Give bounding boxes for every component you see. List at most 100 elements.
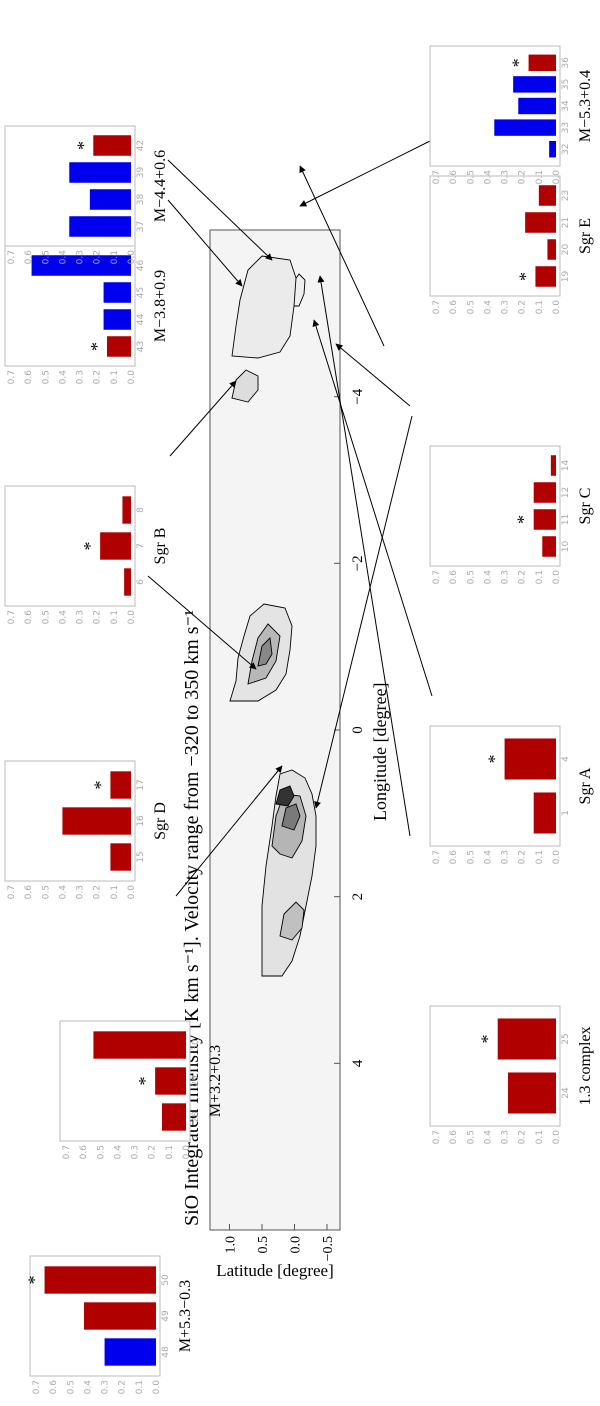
- map-xtick-label: 0: [350, 726, 366, 734]
- bar-category-label: 39: [136, 167, 146, 179]
- bar-ytick-label: 0.5: [466, 1130, 476, 1144]
- bar-category-label: 25: [561, 1033, 571, 1044]
- bar-panel: 0.0 0.1 0.2 0.3 0.4 0.5 0.6 0.7 48 49 50 * M+5.3−0.3: [25, 1255, 194, 1395]
- bar-ytick-label: 0.4: [83, 1380, 93, 1395]
- bar-ytick-label: 0.0: [182, 1145, 192, 1160]
- bar-ytick-label: 0.0: [152, 1380, 162, 1395]
- bar-panel-title: Sgr A: [577, 767, 594, 804]
- bar-category-label: 24: [561, 1087, 571, 1099]
- bar-ytick-label: 0.0: [552, 850, 562, 865]
- bar-ytick-label: 0.6: [24, 370, 34, 385]
- bar: [124, 568, 132, 596]
- bar-ytick-label: 0.6: [24, 885, 34, 900]
- bar-category-label: 7: [136, 543, 146, 549]
- bar-ytick-label: 0.3: [501, 170, 511, 184]
- bar-ytick-label: 0.4: [58, 250, 68, 265]
- bar-ytick-label: 0.7: [7, 250, 17, 264]
- bar-category-label: 19: [561, 271, 571, 283]
- bar-ytick-label: 0.3: [501, 850, 511, 864]
- bar-ytick-label: 0.4: [483, 850, 493, 865]
- arrow-sgrc: [317, 275, 411, 837]
- bar-ytick-label: 0.7: [432, 570, 442, 584]
- bar-ytick-label: 0.1: [110, 250, 120, 264]
- bar: [162, 1103, 186, 1131]
- bar-ytick-label: 0.1: [110, 885, 120, 899]
- bar-panel-title: M−5.3+0.4: [577, 70, 594, 142]
- bar-category-label: 21: [561, 217, 571, 228]
- bar-category-label: 29: [191, 1075, 201, 1087]
- bar-panel-title: M−4.4+0.6: [152, 150, 169, 222]
- bar-ytick-label: 0.1: [135, 1380, 145, 1394]
- bar-ytick-label: 0.5: [41, 250, 51, 264]
- bar-ytick-label: 0.4: [483, 170, 493, 185]
- bar-ytick-label: 0.1: [535, 1130, 545, 1144]
- bar-panel: 0.0 0.1 0.2 0.3 0.4 0.5 0.6 0.7 6 7 * 8 Sgr B: [4, 485, 169, 624]
- bar-category-label: 6: [136, 579, 146, 585]
- bar-category-label: 12: [561, 487, 571, 498]
- bar-ytick-label: 0.7: [7, 610, 17, 624]
- bar-category-label: 38: [136, 194, 146, 206]
- arrow-sgra: [312, 319, 433, 697]
- bar: [550, 455, 556, 476]
- bar-ytick-label: 0.7: [432, 300, 442, 314]
- contour-m32-core: [257, 637, 273, 667]
- bar-ytick-label: 0.2: [518, 850, 528, 864]
- bar: [107, 336, 131, 357]
- bar: [122, 496, 132, 524]
- bar: [504, 738, 557, 780]
- bar: [69, 162, 131, 183]
- bar: [538, 185, 556, 206]
- bar-ytick-label: 0.3: [76, 250, 86, 264]
- contour-m44: [231, 255, 297, 359]
- bar-ytick-label: 0.2: [93, 370, 103, 384]
- arrow-m32: [147, 575, 257, 670]
- bar-ytick-label: 0.5: [41, 610, 51, 624]
- arrow-m53b: [299, 135, 441, 207]
- bar: [542, 536, 556, 557]
- contour-sgr-b2: [275, 785, 295, 807]
- bar-panel: 0.0 0.1 0.2 0.3 0.4 0.5 0.6 0.7 24 25 * 1.3 complex: [429, 1005, 594, 1144]
- bar-category-label: 10: [561, 541, 571, 553]
- bar: [533, 792, 557, 834]
- bar-panel-title: M−3.8+0.9: [152, 270, 169, 342]
- bar-category-label: 35: [561, 79, 571, 90]
- map-ytick-label: 1.0: [224, 1236, 239, 1254]
- arrow-sgre: [299, 165, 385, 347]
- bar-ytick-label: 0.3: [501, 300, 511, 314]
- bar-panel-frame: [429, 175, 561, 297]
- bar-ytick-label: 0.1: [535, 170, 545, 184]
- bar-category-label: 50: [161, 1274, 171, 1286]
- bar-ytick-label: 0.5: [466, 850, 476, 864]
- sio-map: SiO Integrated Intensity [K km s⁻¹]. Vel…: [181, 229, 390, 1280]
- bar-ytick-label: 0.3: [76, 610, 86, 624]
- bar-ytick-label: 0.2: [118, 1380, 128, 1394]
- bar-ytick-label: 0.7: [7, 370, 17, 384]
- bar-panel-frame: [429, 445, 561, 567]
- star-marker: *: [80, 542, 100, 551]
- bar-category-label: 17: [136, 779, 146, 790]
- bar-ytick-label: 0.6: [49, 1380, 59, 1395]
- bar-ytick-label: 0.3: [76, 885, 86, 899]
- bar: [547, 239, 557, 260]
- bar: [535, 266, 557, 287]
- bar-ytick-label: 0.2: [148, 1145, 158, 1159]
- bar-ytick-label: 0.2: [518, 170, 528, 184]
- bar-category-label: 30: [191, 1039, 201, 1051]
- bar-category-label: 49: [161, 1310, 171, 1322]
- arrow-13: [314, 415, 413, 809]
- map-xlabel: Longitude [degree]: [370, 683, 390, 821]
- bar-category-label: 20: [561, 244, 571, 256]
- bar-category-label: 23: [561, 190, 571, 201]
- bar-ytick-label: 0.2: [518, 300, 528, 314]
- bar-ytick-label: 0.7: [432, 170, 442, 184]
- bar-ytick-label: 0.0: [127, 250, 137, 265]
- bar: [100, 532, 132, 560]
- bar: [62, 807, 131, 835]
- bar-ytick-label: 0.3: [101, 1380, 111, 1394]
- bar-ytick-label: 0.4: [113, 1145, 123, 1160]
- bar-category-label: 16: [136, 815, 146, 827]
- bar-category-label: 34: [561, 100, 571, 112]
- arrow-sgrb: [167, 159, 273, 261]
- bar: [533, 509, 557, 530]
